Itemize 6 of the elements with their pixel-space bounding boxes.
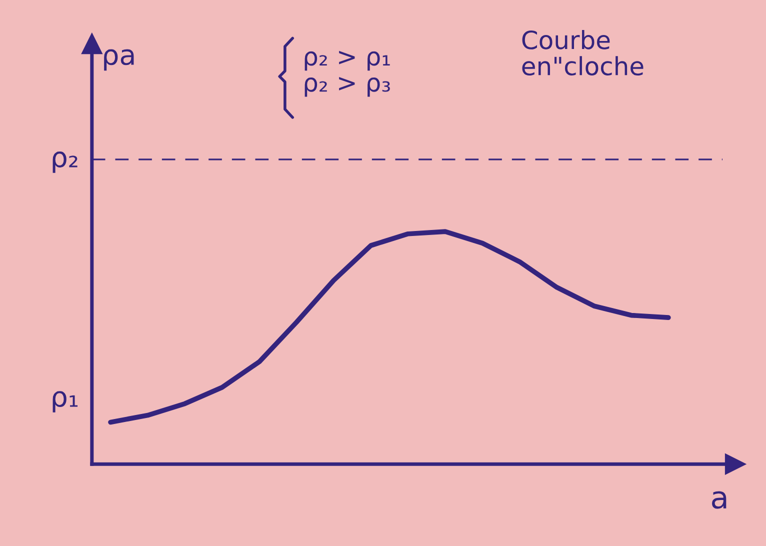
text: ρ₂ > ρ₁ ρ₂ > ρ₃ <box>304 50 390 97</box>
text: Courbe en"cloche <box>522 30 644 76</box>
text: ρa <box>104 49 134 71</box>
ref-line-label: ρ₂ <box>52 152 78 173</box>
text: ρ₁ <box>52 391 78 412</box>
x-axis-title: a <box>712 491 726 509</box>
